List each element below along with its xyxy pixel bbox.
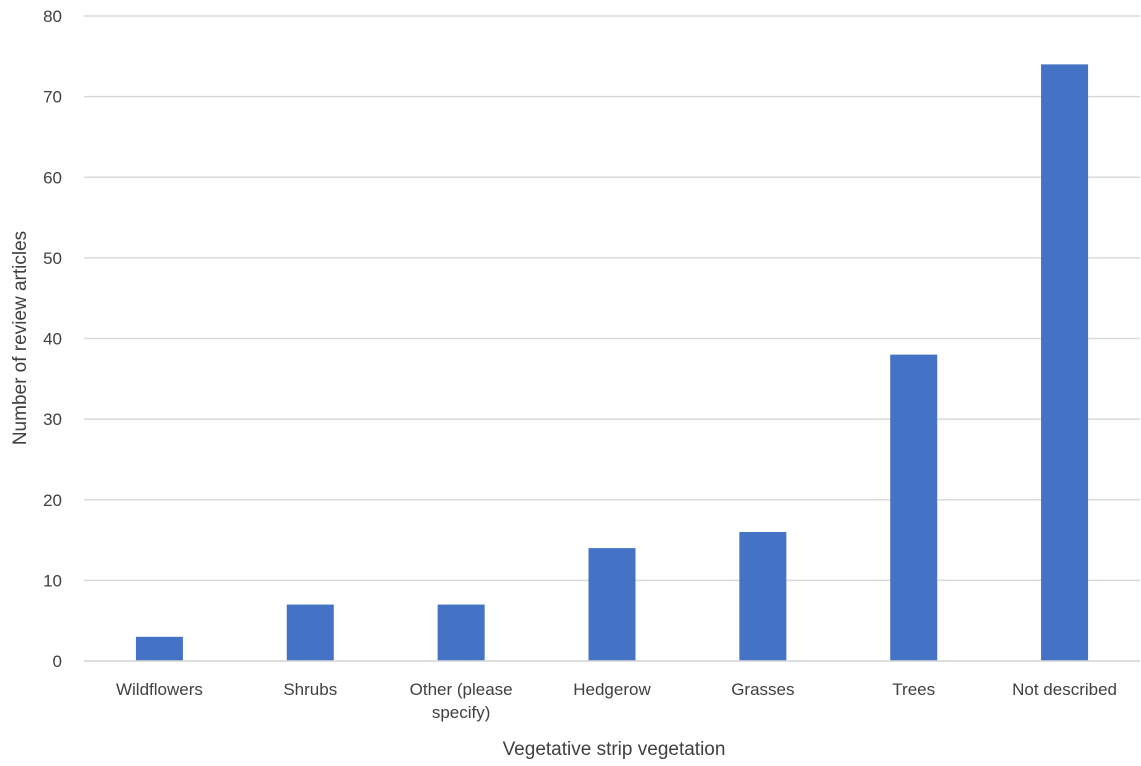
x-tick-label: Shrubs bbox=[283, 680, 337, 699]
gridlines bbox=[84, 15, 1140, 662]
x-axis-title: Vegetative strip vegetation bbox=[503, 739, 726, 760]
y-tick-label: 40 bbox=[43, 330, 62, 349]
bar bbox=[890, 354, 938, 661]
x-tick-label: Other (please specify) bbox=[410, 680, 513, 722]
y-axis-ticks: 0 10 20 30 40 50 60 70 80 bbox=[43, 7, 62, 671]
y-tick-label: 80 bbox=[43, 7, 62, 26]
y-tick-label: 10 bbox=[43, 571, 62, 590]
bars bbox=[84, 64, 1140, 662]
bar bbox=[588, 548, 636, 661]
x-axis-ticks: Wildflowers Shrubs Other (please specify) He… bbox=[116, 680, 1117, 722]
bar bbox=[286, 604, 334, 661]
bar bbox=[437, 604, 485, 661]
y-tick-label: 50 bbox=[43, 249, 62, 268]
x-tick-label: Not described bbox=[1012, 680, 1117, 699]
bar bbox=[739, 532, 787, 661]
x-tick-label: Wildflowers bbox=[116, 680, 203, 699]
bar bbox=[1041, 64, 1089, 661]
y-tick-label: 20 bbox=[43, 491, 62, 510]
bar bbox=[135, 636, 183, 661]
y-axis-title: Number of review articles bbox=[10, 231, 31, 445]
y-tick-label: 30 bbox=[43, 410, 62, 429]
y-tick-label: 0 bbox=[53, 652, 62, 671]
x-tick-label: Grasses bbox=[731, 680, 794, 699]
y-tick-label: 60 bbox=[43, 168, 62, 187]
x-tick-label: Trees bbox=[892, 680, 935, 699]
y-tick-label: 70 bbox=[43, 88, 62, 107]
x-tick-label: Hedgerow bbox=[573, 680, 651, 699]
